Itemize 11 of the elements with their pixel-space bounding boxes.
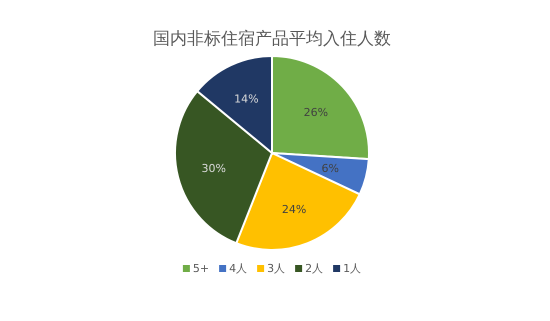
legend-label: 2人 [305, 262, 324, 275]
data-label: 30% [202, 162, 226, 175]
legend-label: 4人 [229, 262, 248, 275]
data-label: 26% [304, 106, 328, 119]
data-label: 14% [234, 92, 259, 106]
chart-title: 国内非标住宿产品平均入住人数 [153, 29, 391, 49]
legend-label: 5+ [192, 262, 210, 275]
data-label: 24% [282, 202, 306, 216]
data-label: 6% [322, 162, 339, 175]
legend-label: 1人 [343, 262, 362, 275]
legend-label: 3人 [267, 262, 286, 275]
